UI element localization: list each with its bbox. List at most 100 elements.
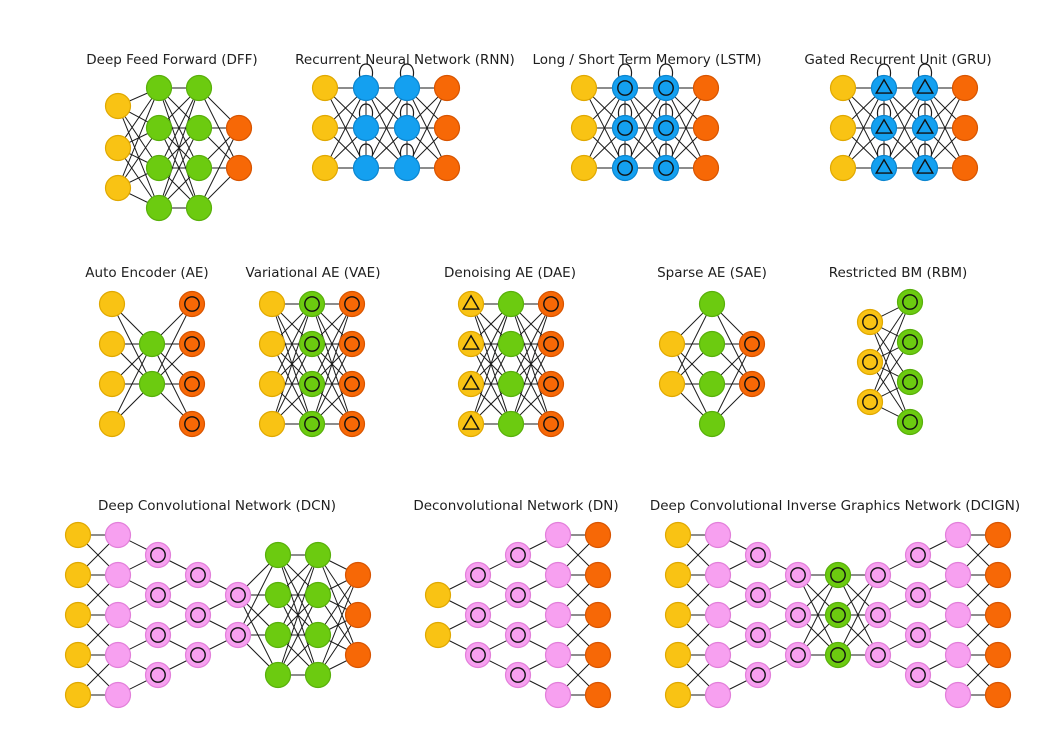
dae-hidden-cell: [497, 370, 525, 398]
gru-recurrent-loop: [917, 143, 933, 158]
dcign-connection: [837, 574, 879, 656]
rnn-recurrent-cell: [393, 74, 421, 102]
dae-hidden-cell: [497, 410, 525, 438]
title-dcign: Deep Convolutional Inverse Graphics Netw…: [650, 498, 1020, 514]
dae-match-input-output-cell: [537, 290, 565, 318]
sae-hidden-cell: [698, 330, 726, 358]
vae-match-input-output-cell: [338, 330, 366, 358]
dcn-hidden-cell: [264, 621, 292, 649]
dcign-probabilistic-hidden-cell: [824, 641, 852, 669]
dff-hidden-cell: [145, 114, 173, 142]
lstm-input-cell: [570, 74, 598, 102]
gru-recurrent-loop: [917, 63, 933, 78]
dff-hidden-cell: [145, 154, 173, 182]
rbm-probabilistic-hidden-cell: [896, 288, 924, 316]
vae-connection: [271, 303, 313, 425]
rnn-connection: [324, 87, 367, 169]
dcn-hidden-cell: [304, 581, 332, 609]
loops-layer: [358, 63, 933, 158]
dcn-pool-cell: [144, 621, 172, 649]
rnn-recurrent-cell: [352, 74, 380, 102]
dcn-connection: [317, 574, 359, 676]
vae-probabilistic-hidden-cell: [298, 290, 326, 318]
gru-gated-memory-cell: [911, 74, 939, 102]
dff-connection: [198, 127, 240, 209]
vae-connection: [311, 303, 353, 425]
dcign-probabilistic-hidden-cell: [824, 561, 852, 589]
dae-hidden-cell: [497, 290, 525, 318]
lstm-input-cell: [570, 154, 598, 182]
dn-convolution-cell: [544, 601, 572, 629]
dcign-pool-cell: [784, 561, 812, 589]
dcn-output-cell: [344, 601, 372, 629]
dn-input-cell: [424, 621, 452, 649]
gru-gated-memory-cell: [911, 154, 939, 182]
rnn-recurrent-loop: [358, 103, 374, 118]
rbm-probabilistic-hidden-cell: [896, 368, 924, 396]
lstm-input-cell: [570, 114, 598, 142]
dcign-pool-cell: [784, 641, 812, 669]
dcign-connection: [797, 574, 839, 656]
dcign-pool-cell: [864, 561, 892, 589]
rnn-output-cell: [433, 74, 461, 102]
dn-pool-cell: [504, 581, 532, 609]
dcn-pool-cell: [144, 581, 172, 609]
lstm-output-cell: [692, 114, 720, 142]
rnn-recurrent-cell: [352, 154, 380, 182]
dcn-hidden-cell: [304, 541, 332, 569]
dff-input-cell: [104, 92, 132, 120]
dcign-pool-cell: [904, 541, 932, 569]
vae-connection: [311, 303, 353, 385]
vae-input-cell: [258, 330, 286, 358]
dae-connection: [510, 303, 552, 385]
dn-convolution-cell: [544, 681, 572, 709]
sae-connection: [711, 343, 753, 425]
title-lstm: Long / Short Term Memory (LSTM): [532, 52, 761, 68]
rnn-input-cell: [311, 114, 339, 142]
vae-match-input-output-cell: [338, 370, 366, 398]
rbm-connection: [869, 301, 911, 403]
lstm-memory-cell: [611, 74, 639, 102]
lstm-memory-cell: [611, 114, 639, 142]
lstm-recurrent-loop: [658, 103, 674, 118]
dff-output-cell: [225, 154, 253, 182]
dcign-output-cell: [984, 521, 1012, 549]
lstm-connection: [583, 87, 626, 169]
dn-convolution-cell: [544, 561, 572, 589]
title-dcn: Deep Convolutional Network (DCN): [98, 498, 336, 514]
title-dn: Deconvolutional Network (DN): [413, 498, 618, 514]
title-rnn: Recurrent Neural Network (RNN): [295, 52, 515, 68]
nodes-layer: [64, 74, 1012, 709]
dcn-convolution-cell: [104, 521, 132, 549]
dcign-convolution-cell: [944, 681, 972, 709]
dcn-convolution-cell: [104, 641, 132, 669]
dcn-pool-cell: [144, 661, 172, 689]
gru-recurrent-loop: [876, 63, 892, 78]
ae-connection: [111, 343, 153, 425]
dcign-pool-cell: [864, 601, 892, 629]
dcn-hidden-cell: [264, 581, 292, 609]
dcn-connection: [277, 554, 319, 636]
dcn-pool-cell: [224, 621, 252, 649]
dcign-pool-cell: [904, 661, 932, 689]
dcign-convolution-cell: [944, 561, 972, 589]
dcign-convolution-cell: [704, 641, 732, 669]
dff-output-cell: [225, 114, 253, 142]
vae-connection: [311, 343, 353, 425]
dn-output-cell: [584, 681, 612, 709]
dae-hidden-cell: [497, 330, 525, 358]
dff-connection: [158, 87, 200, 209]
dcign-probabilistic-hidden-cell: [824, 601, 852, 629]
vae-match-input-output-cell: [338, 290, 366, 318]
dn-output-cell: [584, 561, 612, 589]
dcn-convolution-cell: [104, 561, 132, 589]
dn-output-cell: [584, 641, 612, 669]
vae-connection: [271, 303, 313, 385]
dff-hidden-cell: [145, 74, 173, 102]
ae-input-cell: [98, 370, 126, 398]
vae-input-cell: [258, 290, 286, 318]
ae-match-input-output-cell: [178, 370, 206, 398]
sae-hidden-cell: [698, 410, 726, 438]
vae-probabilistic-hidden-cell: [298, 330, 326, 358]
